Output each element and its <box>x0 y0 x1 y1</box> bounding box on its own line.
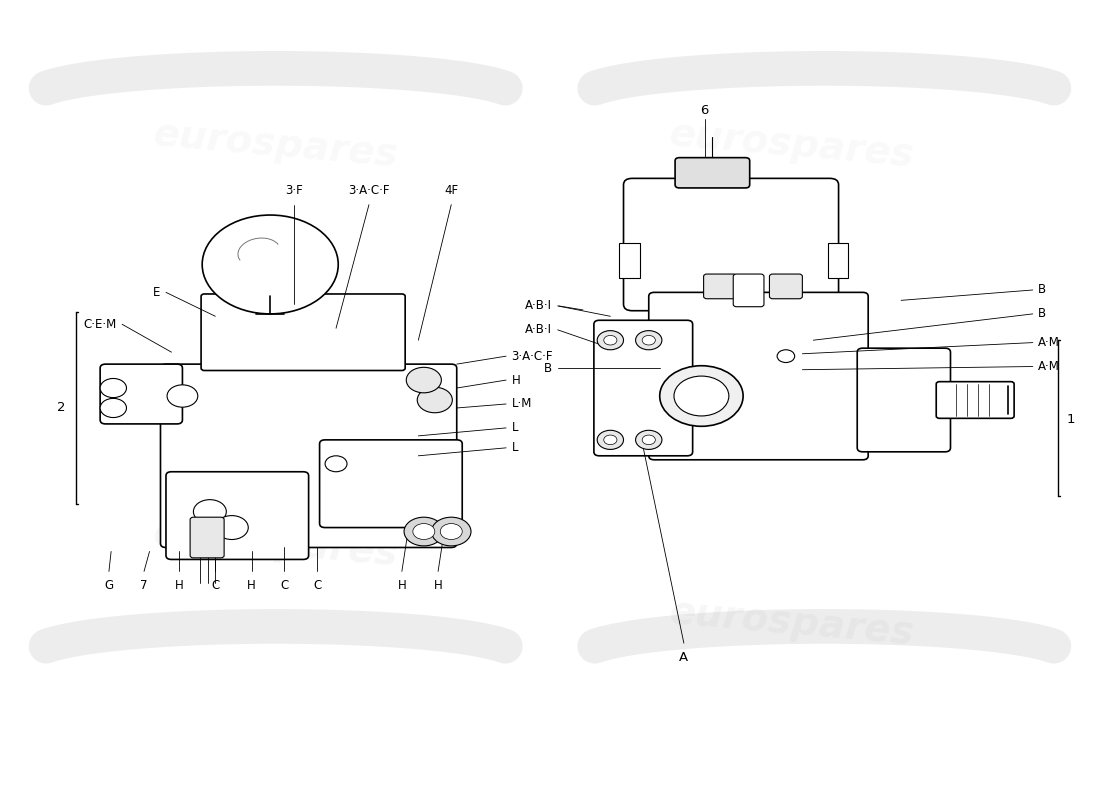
Circle shape <box>597 330 624 350</box>
Text: B: B <box>1038 307 1046 321</box>
Circle shape <box>412 523 434 539</box>
FancyBboxPatch shape <box>100 364 183 424</box>
FancyBboxPatch shape <box>594 320 693 456</box>
Circle shape <box>642 335 656 345</box>
Text: L: L <box>512 442 518 454</box>
Text: H: H <box>397 579 406 592</box>
Text: 7: 7 <box>141 579 147 592</box>
FancyBboxPatch shape <box>827 243 848 278</box>
FancyBboxPatch shape <box>649 292 868 460</box>
Text: H: H <box>512 374 520 386</box>
Text: A·B·I: A·B·I <box>525 323 552 336</box>
FancyBboxPatch shape <box>769 274 802 298</box>
Text: eurospares: eurospares <box>668 594 915 653</box>
FancyBboxPatch shape <box>704 274 737 298</box>
Text: eurospares: eurospares <box>152 115 399 174</box>
Text: B: B <box>1038 283 1046 297</box>
FancyBboxPatch shape <box>190 517 224 558</box>
Text: C: C <box>280 579 288 592</box>
Circle shape <box>440 523 462 539</box>
Text: 2: 2 <box>57 402 66 414</box>
Circle shape <box>326 456 346 472</box>
FancyBboxPatch shape <box>166 472 309 559</box>
Circle shape <box>777 350 794 362</box>
Circle shape <box>636 330 662 350</box>
FancyBboxPatch shape <box>734 274 764 306</box>
Circle shape <box>674 376 729 416</box>
Text: L·M: L·M <box>512 398 532 410</box>
Circle shape <box>202 215 338 314</box>
Text: 3·A·C·F: 3·A·C·F <box>349 184 389 197</box>
Text: H: H <box>175 579 184 592</box>
Circle shape <box>100 378 126 398</box>
Circle shape <box>404 517 443 546</box>
Text: A·B·I: A·B·I <box>525 299 552 313</box>
Text: 1: 1 <box>1067 414 1076 426</box>
Text: H: H <box>433 579 442 592</box>
Circle shape <box>431 517 471 546</box>
Circle shape <box>636 430 662 450</box>
FancyBboxPatch shape <box>857 348 950 452</box>
Text: C: C <box>211 579 220 592</box>
Circle shape <box>604 335 617 345</box>
Circle shape <box>642 435 656 445</box>
Circle shape <box>597 430 624 450</box>
Text: eurospares: eurospares <box>152 514 399 573</box>
Circle shape <box>417 387 452 413</box>
Text: C: C <box>314 579 321 592</box>
FancyBboxPatch shape <box>624 178 838 310</box>
Text: 3·F: 3·F <box>286 184 304 197</box>
Circle shape <box>167 385 198 407</box>
Circle shape <box>216 515 249 539</box>
Circle shape <box>194 500 227 523</box>
Text: 6: 6 <box>701 104 708 117</box>
Text: L: L <box>512 422 518 434</box>
Circle shape <box>100 398 126 418</box>
FancyBboxPatch shape <box>675 158 750 188</box>
Circle shape <box>604 435 617 445</box>
Text: A·M: A·M <box>1038 336 1060 349</box>
Text: A·M: A·M <box>1038 360 1060 373</box>
FancyBboxPatch shape <box>161 364 456 547</box>
FancyBboxPatch shape <box>936 382 1014 418</box>
Text: 3·A·C·F: 3·A·C·F <box>512 350 553 362</box>
FancyBboxPatch shape <box>320 440 462 527</box>
Text: B: B <box>544 362 552 374</box>
Text: A: A <box>680 651 689 664</box>
Text: eurospares: eurospares <box>668 115 915 174</box>
FancyBboxPatch shape <box>619 243 640 278</box>
Text: H: H <box>248 579 256 592</box>
Circle shape <box>660 366 744 426</box>
Text: C·E·M: C·E·M <box>84 318 117 330</box>
Text: E: E <box>153 286 161 299</box>
FancyBboxPatch shape <box>201 294 405 370</box>
Text: 4F: 4F <box>444 184 459 197</box>
Text: G: G <box>104 579 113 592</box>
Circle shape <box>406 367 441 393</box>
